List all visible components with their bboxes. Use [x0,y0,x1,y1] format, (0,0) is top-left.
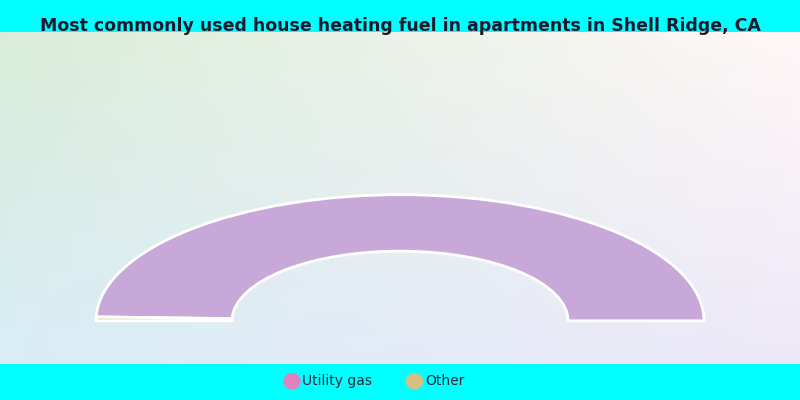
Wedge shape [96,317,232,321]
Ellipse shape [283,373,301,389]
Text: Utility gas: Utility gas [302,374,372,388]
Ellipse shape [406,373,423,389]
Text: Other: Other [425,374,464,388]
Wedge shape [96,195,704,321]
Text: Most commonly used house heating fuel in apartments in Shell Ridge, CA: Most commonly used house heating fuel in… [39,17,761,35]
